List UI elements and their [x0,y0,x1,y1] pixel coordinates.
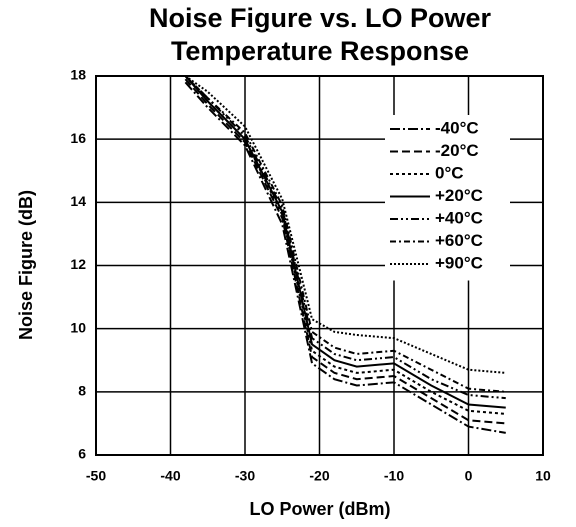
legend-label: +20°C [435,186,483,205]
legend-box [385,115,510,281]
y-tick-label: 10 [70,319,86,335]
series-line [184,78,506,425]
y-tick-label: 6 [78,446,86,462]
series-line [184,75,506,393]
x-tick-label: -20 [309,468,329,484]
legend-label: +90°C [435,253,483,272]
plot-frame [95,75,544,456]
x-tick-label: 0 [465,468,473,484]
series-line [184,75,506,374]
series-line [184,81,506,434]
legend-label: +40°C [435,208,483,227]
y-tick-label: 14 [70,193,86,209]
chart-title: Temperature Response [171,36,469,66]
y-tick-label: 16 [70,130,86,146]
y-axis-label: Noise Figure (dB) [16,190,36,340]
legend-label: +60°C [435,231,483,250]
series-line [184,75,506,409]
legend-label: -20°C [435,141,479,160]
y-tick-label: 8 [78,383,86,399]
x-tick-label: -50 [86,468,106,484]
legend-label: -40°C [435,118,479,137]
x-tick-label: -10 [384,468,404,484]
x-tick-label: 10 [535,468,551,484]
x-tick-label: -30 [235,468,255,484]
series-line [184,75,506,415]
legend-label: 0°C [435,163,464,182]
chart-title: Noise Figure vs. LO Power [149,3,492,33]
x-tick-label: -40 [160,468,180,484]
y-tick-label: 12 [70,256,86,272]
series-line [184,75,506,400]
x-axis-label: LO Power (dBm) [249,499,390,519]
y-tick-label: 18 [70,67,86,83]
